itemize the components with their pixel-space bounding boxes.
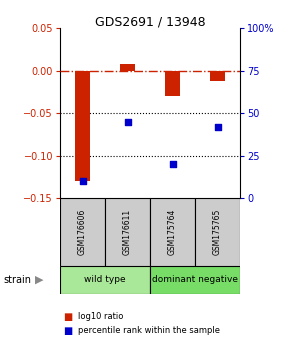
Bar	[150, 266, 240, 294]
Text: wild type: wild type	[84, 275, 126, 284]
Bar	[60, 198, 105, 266]
Bar	[120, 64, 135, 71]
Bar	[105, 198, 150, 266]
Bar	[165, 71, 180, 96]
Text: dominant negative: dominant negative	[152, 275, 238, 284]
Text: percentile rank within the sample: percentile rank within the sample	[78, 326, 220, 336]
Text: GSM176611: GSM176611	[123, 209, 132, 255]
Bar	[150, 198, 195, 266]
Point	[80, 178, 85, 184]
Point	[170, 161, 175, 167]
Text: GDS2691 / 13948: GDS2691 / 13948	[95, 16, 205, 29]
Text: ▶: ▶	[35, 275, 43, 285]
Text: ■: ■	[63, 312, 72, 322]
Text: GSM175764: GSM175764	[168, 209, 177, 255]
Text: GSM175765: GSM175765	[213, 209, 222, 255]
Text: strain: strain	[3, 275, 31, 285]
Text: ■: ■	[63, 326, 72, 336]
Bar	[60, 266, 150, 294]
Bar	[75, 71, 90, 181]
Bar	[210, 71, 225, 81]
Bar	[195, 198, 240, 266]
Text: log10 ratio: log10 ratio	[78, 312, 123, 321]
Point	[125, 119, 130, 125]
Point	[215, 124, 220, 130]
Text: GSM176606: GSM176606	[78, 209, 87, 255]
